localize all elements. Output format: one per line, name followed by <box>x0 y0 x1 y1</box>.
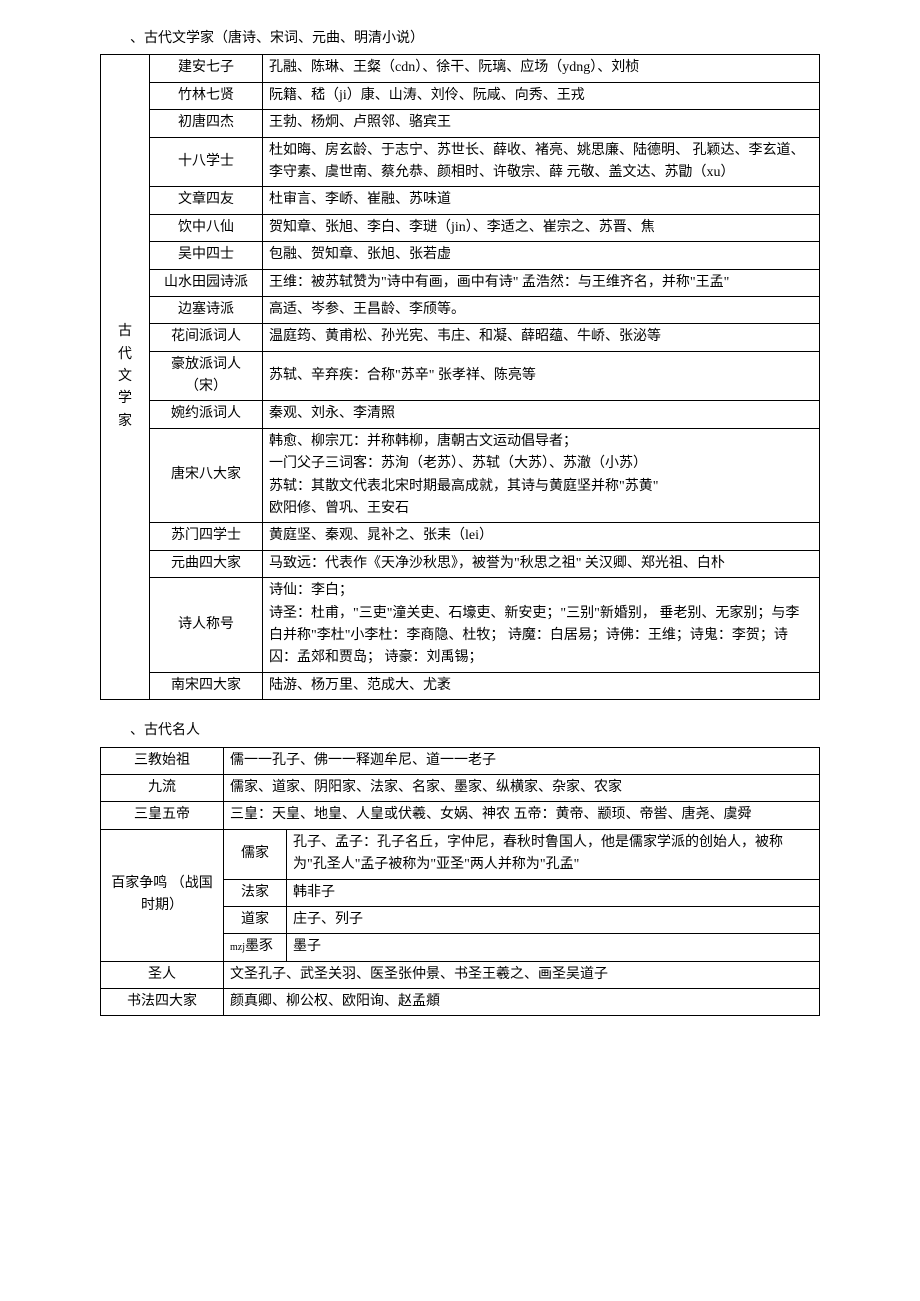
table-row: 诗人称号诗仙：李白；诗圣：杜甫，"三吏"潼关吏、石壕吏、新安吏；"三别"新婚别，… <box>101 578 820 673</box>
table-row: 圣人文圣孔子、武圣关羽、医圣张仲景、书圣王羲之、画圣吴道子 <box>101 961 820 988</box>
table-row: 百家争鸣 （战国时期）儒家孔子、孟子：孔子名丘，字仲尼，春秋时鲁国人，他是儒家学… <box>101 829 820 879</box>
table-row: 苏门四学士黄庭坚、秦观、晁补之、张耒（lei） <box>101 523 820 550</box>
sub-label: 儒家 <box>224 829 287 879</box>
table-row: 古代文学家建安七子孔融、陈琳、王粲（cdn）、徐干、阮璃、应场（ydng）、刘桢 <box>101 55 820 82</box>
row-content: 墨子 <box>287 934 820 961</box>
row-content: 文圣孔子、武圣关羽、医圣张仲景、书圣王羲之、画圣吴道子 <box>224 961 820 988</box>
table-row: 婉约派词人秦观、刘永、李清照 <box>101 401 820 428</box>
sub-label: mzj墨豕 <box>224 934 287 961</box>
row-label: 建安七子 <box>150 55 263 82</box>
row-label: 唐宋八大家 <box>150 428 263 523</box>
row-content: 庄子、列子 <box>287 906 820 933</box>
table-row: 九流儒家、道家、阴阳家、法家、名家、墨家、纵横家、杂家、农家 <box>101 774 820 801</box>
table-row: 文章四友杜审言、李峤、崔融、苏味道 <box>101 187 820 214</box>
section2-title: 、古代名人 <box>130 720 820 742</box>
row-content: 温庭筠、黄甫松、孙光宪、韦庄、和凝、薛昭蕴、牛峤、张泌等 <box>263 324 820 351</box>
row-content: 儒家、道家、阴阳家、法家、名家、墨家、纵横家、杂家、农家 <box>224 774 820 801</box>
row-label: 花间派词人 <box>150 324 263 351</box>
row-content: 韩愈、柳宗兀：并称韩柳，唐朝古文运动倡导者；一门父子三词客：苏洵（老苏）、苏轼（… <box>263 428 820 523</box>
table-celebrities: 三教始祖儒一一孔子、佛一一释迦牟尼、道一一老子九流儒家、道家、阴阳家、法家、名家… <box>100 747 820 1017</box>
table-row: 元曲四大家马致远：代表作《天净沙秋思》，被誉为"秋思之祖" 关汉卿、郑光祖、白朴 <box>101 550 820 577</box>
row-label: 南宋四大家 <box>150 672 263 699</box>
row-content: 马致远：代表作《天净沙秋思》，被誉为"秋思之祖" 关汉卿、郑光祖、白朴 <box>263 550 820 577</box>
table-row: 三皇五帝三皇：天皇、地皇、人皇或伏羲、女娲、神农 五帝：黄帝、颛顼、帝喾、唐尧、… <box>101 802 820 829</box>
row-content: 包融、贺知章、张旭、张若虚 <box>263 242 820 269</box>
row-content: 王勃、杨炯、卢照邻、骆宾王 <box>263 110 820 137</box>
table-row: 竹林七贤阮籍、嵇（ji）康、山涛、刘伶、阮咸、向秀、王戎 <box>101 82 820 109</box>
row-content: 秦观、刘永、李清照 <box>263 401 820 428</box>
row-label: 元曲四大家 <box>150 550 263 577</box>
row-content: 颜真卿、柳公权、欧阳询、赵孟頫 <box>224 989 820 1016</box>
row-label: 豪放派词人（宋） <box>150 351 263 401</box>
table-row: 南宋四大家陆游、杨万里、范成大、尤袤 <box>101 672 820 699</box>
table-row: 花间派词人温庭筠、黄甫松、孙光宪、韦庄、和凝、薛昭蕴、牛峤、张泌等 <box>101 324 820 351</box>
row-content: 杜如晦、房玄龄、于志宁、苏世长、薛收、褚亮、姚思廉、陆德明、 孔颖达、李玄道、李… <box>263 137 820 187</box>
row-label: 九流 <box>101 774 224 801</box>
row-label: 诗人称号 <box>150 578 263 673</box>
row-content: 儒一一孔子、佛一一释迦牟尼、道一一老子 <box>224 747 820 774</box>
row-content: 三皇：天皇、地皇、人皇或伏羲、女娲、神农 五帝：黄帝、颛顼、帝喾、唐尧、虞舜 <box>224 802 820 829</box>
row-content: 孔子、孟子：孔子名丘，字仲尼，春秋时鲁国人，他是儒家学派的创始人，被称为"孔圣人… <box>287 829 820 879</box>
row-label: 文章四友 <box>150 187 263 214</box>
row-label: 百家争鸣 （战国时期） <box>101 829 224 961</box>
row-content: 孔融、陈琳、王粲（cdn）、徐干、阮璃、应场（ydng）、刘桢 <box>263 55 820 82</box>
row-content: 韩非子 <box>287 879 820 906</box>
section1-title: 、古代文学家（唐诗、宋词、元曲、明清小说） <box>130 28 820 50</box>
row-content: 高适、岑参、王昌龄、李颀等。 <box>263 296 820 323</box>
row-content: 王维：被苏轼赞为"诗中有画，画中有诗" 孟浩然：与王维齐名，并称"王孟" <box>263 269 820 296</box>
row-label: 三皇五帝 <box>101 802 224 829</box>
row-content: 苏轼、辛弃疾：合称"苏辛" 张孝祥、陈亮等 <box>263 351 820 401</box>
sub-label: 道家 <box>224 906 287 933</box>
row-label: 书法四大家 <box>101 989 224 1016</box>
table-literature: 古代文学家建安七子孔融、陈琳、王粲（cdn）、徐干、阮璃、应场（ydng）、刘桢… <box>100 54 820 700</box>
table-row: 三教始祖儒一一孔子、佛一一释迦牟尼、道一一老子 <box>101 747 820 774</box>
row-label: 山水田园诗派 <box>150 269 263 296</box>
row-content: 诗仙：李白；诗圣：杜甫，"三吏"潼关吏、石壕吏、新安吏；"三别"新婚别， 垂老别… <box>263 578 820 673</box>
table-row: 豪放派词人（宋）苏轼、辛弃疾：合称"苏辛" 张孝祥、陈亮等 <box>101 351 820 401</box>
table-row: 吴中四士包融、贺知章、张旭、张若虚 <box>101 242 820 269</box>
row-content: 陆游、杨万里、范成大、尤袤 <box>263 672 820 699</box>
row-label: 三教始祖 <box>101 747 224 774</box>
sub-label: 法家 <box>224 879 287 906</box>
table-row: 十八学士杜如晦、房玄龄、于志宁、苏世长、薛收、褚亮、姚思廉、陆德明、 孔颖达、李… <box>101 137 820 187</box>
table-row: 边塞诗派高适、岑参、王昌龄、李颀等。 <box>101 296 820 323</box>
table-row: 初唐四杰王勃、杨炯、卢照邻、骆宾王 <box>101 110 820 137</box>
row-label: 初唐四杰 <box>150 110 263 137</box>
row-label: 吴中四士 <box>150 242 263 269</box>
row-content: 贺知章、张旭、李白、李琎（jin）、李适之、崔宗之、苏晋、焦 <box>263 214 820 241</box>
table-row: 山水田园诗派王维：被苏轼赞为"诗中有画，画中有诗" 孟浩然：与王维齐名，并称"王… <box>101 269 820 296</box>
row-content: 阮籍、嵇（ji）康、山涛、刘伶、阮咸、向秀、王戎 <box>263 82 820 109</box>
table-row: 饮中八仙贺知章、张旭、李白、李琎（jin）、李适之、崔宗之、苏晋、焦 <box>101 214 820 241</box>
row-label: 圣人 <box>101 961 224 988</box>
row-label: 边塞诗派 <box>150 296 263 323</box>
row-label: 十八学士 <box>150 137 263 187</box>
row-label: 婉约派词人 <box>150 401 263 428</box>
row-content: 黄庭坚、秦观、晁补之、张耒（lei） <box>263 523 820 550</box>
table-row: 书法四大家颜真卿、柳公权、欧阳询、赵孟頫 <box>101 989 820 1016</box>
table-row: 唐宋八大家韩愈、柳宗兀：并称韩柳，唐朝古文运动倡导者；一门父子三词客：苏洵（老苏… <box>101 428 820 523</box>
row-content: 杜审言、李峤、崔融、苏味道 <box>263 187 820 214</box>
row-label: 苏门四学士 <box>150 523 263 550</box>
row-label: 竹林七贤 <box>150 82 263 109</box>
rowgroup-label: 古代文学家 <box>101 55 150 700</box>
row-label: 饮中八仙 <box>150 214 263 241</box>
